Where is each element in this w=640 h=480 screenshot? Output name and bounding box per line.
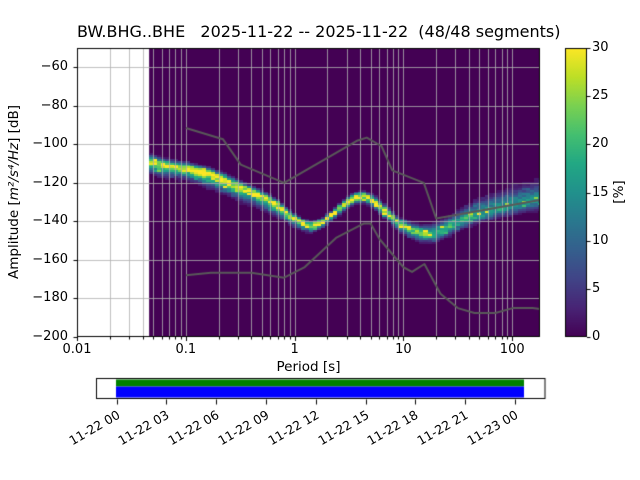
colorbar-tick-label: 25 [592,88,609,104]
y-tick-label: −80 [40,97,68,113]
colorbar-tick-label: 20 [592,136,609,152]
y-tick-label: −60 [40,59,68,75]
y-tick-label: −140 [32,213,68,229]
colorbar-tick-label: 0 [592,329,601,344]
y-tick-label: −160 [32,251,68,267]
colorbar-tick-label: 5 [592,280,601,296]
x-tick-label: 0.01 [62,342,92,357]
y-tick-label: −180 [32,290,68,306]
timeline-canvas [90,374,558,408]
colorbar-canvas [560,42,596,348]
y-tick-label: −200 [32,329,68,344]
colorbar-tick-label: 15 [592,184,609,200]
x-tick-label: 1 [290,342,299,357]
x-tick-label: 10 [395,342,412,357]
x-tick-label: 0.1 [175,342,197,357]
plot-title: BW.BHG..BHE 2025-11-22 -- 2025-11-22 (48… [77,22,561,41]
x-axis-label: Period [s] [276,359,341,375]
colorbar-label: [%] [611,180,627,204]
psd-plot-canvas [58,40,548,352]
y-tick-label: −120 [32,174,68,190]
y-tick-label: −100 [32,136,68,152]
colorbar-tick-label: 10 [592,232,609,248]
x-tick-label: 100 [499,342,525,357]
colorbar-tick-label: 30 [592,40,609,55]
